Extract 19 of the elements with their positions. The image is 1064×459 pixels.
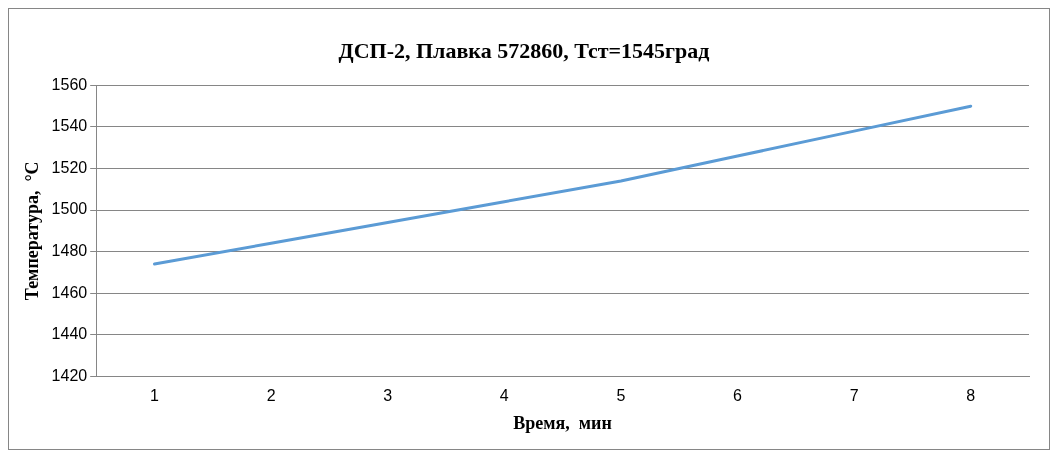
y-tick-label: 1540 — [51, 117, 88, 135]
y-tick-label: 1500 — [51, 200, 88, 218]
x-tick-label: 6 — [733, 387, 743, 405]
y-tick-label: 1440 — [51, 325, 88, 343]
x-axis-title: Время, мин — [513, 412, 612, 433]
y-axis-title: Температура, °С — [22, 161, 43, 301]
x-tick-label: 2 — [266, 387, 276, 405]
y-tick-label: 1480 — [51, 241, 88, 259]
chart-title: ДСП-2, Плавка 572860, Тст=1545град — [338, 37, 710, 63]
x-tick-label: 3 — [383, 387, 393, 405]
x-tick-label: 4 — [499, 387, 509, 405]
y-tick-label: 1560 — [51, 75, 88, 93]
x-tick-label: 7 — [849, 387, 859, 405]
x-tick-label: 1 — [150, 387, 160, 405]
x-tick-label: 5 — [616, 387, 626, 405]
y-tick-label: 1520 — [51, 158, 88, 176]
x-tick-label: 8 — [966, 387, 976, 405]
y-tick-label: 1420 — [51, 366, 88, 384]
y-tick-label: 1460 — [51, 283, 88, 301]
